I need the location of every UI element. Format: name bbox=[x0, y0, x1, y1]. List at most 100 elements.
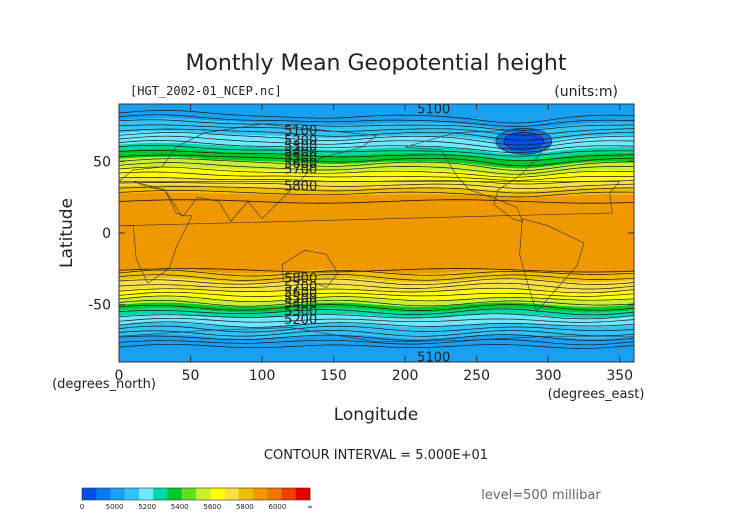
height-band-17 bbox=[119, 322, 634, 339]
contour-line-5800 bbox=[119, 199, 634, 204]
level-label: level=500 millibar bbox=[481, 488, 601, 503]
x-tick-label: 100 bbox=[249, 368, 276, 384]
contour-line bbox=[119, 119, 634, 131]
colorbar-bin bbox=[82, 488, 97, 500]
contour-label: 5800 bbox=[284, 271, 317, 286]
colorbar-tick-label: 0 bbox=[80, 503, 84, 511]
contour-interval-label: CONTOUR INTERVAL = 5.000E+01 bbox=[264, 448, 488, 463]
axes: 0 50 100 150 200 250 300 350 -50 0 50 bbox=[88, 103, 635, 384]
x-unit-label: (degrees_east) bbox=[548, 387, 645, 402]
contour-label: 5200 bbox=[284, 134, 317, 149]
contour-line bbox=[119, 291, 634, 297]
contour-line bbox=[119, 150, 634, 162]
contour-line bbox=[119, 154, 634, 167]
height-band-10 bbox=[119, 269, 634, 283]
contour-line bbox=[119, 274, 634, 281]
contour-line-5800 bbox=[119, 268, 634, 273]
contour-line bbox=[119, 140, 634, 153]
colorbar-bin bbox=[196, 488, 211, 500]
contour-label: 5300 bbox=[284, 304, 317, 319]
contour-label: 5300 bbox=[284, 140, 317, 155]
contour-label: 5700 bbox=[284, 163, 317, 178]
contour-line bbox=[119, 321, 634, 328]
colorbar-bin bbox=[267, 488, 282, 500]
colorbar-tick-label: 5200 bbox=[138, 503, 156, 511]
colorbar-tick-label: ∞ bbox=[307, 503, 313, 511]
contour-line bbox=[119, 269, 634, 277]
contour-line bbox=[119, 128, 634, 141]
coastline-4 bbox=[281, 249, 339, 288]
colorbar-tick-label: 6000 bbox=[269, 503, 287, 511]
colorbar-frame bbox=[81, 487, 311, 501]
contour-line bbox=[119, 287, 634, 294]
y-unit-label: (degrees_north) bbox=[52, 377, 156, 392]
coastlines bbox=[119, 123, 634, 343]
contour-line bbox=[119, 132, 634, 146]
contour-label: 5800 bbox=[284, 180, 317, 195]
colorbar-bin bbox=[167, 488, 183, 500]
contour-label: 5600 bbox=[284, 157, 317, 172]
contour-line bbox=[119, 109, 634, 124]
y-axis-label: Latitude bbox=[57, 198, 77, 268]
coastline-1 bbox=[119, 181, 620, 284]
contour-line bbox=[119, 313, 634, 320]
contour-label: 5100 bbox=[417, 350, 450, 365]
contour-line bbox=[119, 308, 634, 316]
contour-label: 5500 bbox=[284, 292, 317, 307]
colorbar-bin bbox=[238, 488, 254, 500]
colorbar: 0 5000 5200 5400 5600 5800 6000 ∞ bbox=[80, 487, 313, 511]
coastline-0 bbox=[119, 123, 378, 223]
colorbar-bin bbox=[139, 488, 154, 500]
colorbar-bin bbox=[253, 488, 268, 500]
colorbar-tick-label: 5800 bbox=[236, 503, 254, 511]
x-tick-label: 0 bbox=[115, 368, 124, 384]
contour-line bbox=[119, 334, 634, 341]
colorbar-bin bbox=[181, 488, 197, 500]
contour-line bbox=[119, 182, 634, 189]
colorbar-tick-label: 5600 bbox=[203, 503, 221, 511]
contour-labels: 5100510052005300540055005600570058005800… bbox=[284, 102, 450, 365]
contour-label: 5600 bbox=[284, 286, 317, 301]
contour-label: 5500 bbox=[284, 151, 317, 166]
colorbar-bin bbox=[281, 488, 297, 500]
contour-label: 5400 bbox=[284, 145, 317, 160]
contour-line bbox=[119, 186, 634, 194]
colorbar-bin bbox=[295, 488, 311, 500]
coastline-5 bbox=[119, 327, 634, 343]
contour-line bbox=[119, 343, 634, 349]
height-band-13 bbox=[119, 296, 634, 307]
file-label: [HGT_2002-01_NCEP.nc] bbox=[130, 84, 282, 98]
colorbar-bin bbox=[110, 488, 126, 500]
units-label: (units:m) bbox=[554, 84, 618, 100]
x-tick-label: 250 bbox=[463, 368, 490, 384]
contour-line bbox=[119, 162, 634, 175]
height-band-9 bbox=[119, 192, 634, 274]
contour-line bbox=[119, 166, 634, 178]
height-band-11 bbox=[119, 278, 634, 293]
x-tick-label: 200 bbox=[392, 368, 419, 384]
contour-label: 5100 bbox=[284, 124, 317, 139]
contour-line bbox=[119, 304, 634, 311]
contour-line bbox=[119, 282, 634, 290]
contour-line bbox=[119, 144, 634, 157]
x-tick-label: 300 bbox=[535, 368, 562, 384]
x-axis-label: Longitude bbox=[334, 405, 419, 425]
colorbar-bin bbox=[124, 488, 140, 500]
contour-label: 5100 bbox=[417, 102, 450, 117]
contour-line bbox=[119, 190, 634, 198]
contour-label: 5700 bbox=[284, 280, 317, 295]
chart-title: Monthly Mean Geopotential height bbox=[185, 51, 566, 76]
contour-line bbox=[119, 114, 634, 127]
colorbar-bin bbox=[153, 488, 168, 500]
height-band-0 bbox=[119, 104, 634, 130]
height-band-15 bbox=[119, 308, 634, 319]
colorbar-bin bbox=[224, 488, 240, 500]
coastline-3 bbox=[519, 218, 585, 313]
colorbar-tick-label: 5000 bbox=[106, 503, 124, 511]
colorbar-bin bbox=[96, 488, 111, 500]
contour-label: 5200 bbox=[284, 313, 317, 328]
y-tick-label: 50 bbox=[93, 154, 111, 170]
colorbar-tick-label: 5400 bbox=[171, 503, 189, 511]
height-band-18 bbox=[119, 334, 634, 362]
